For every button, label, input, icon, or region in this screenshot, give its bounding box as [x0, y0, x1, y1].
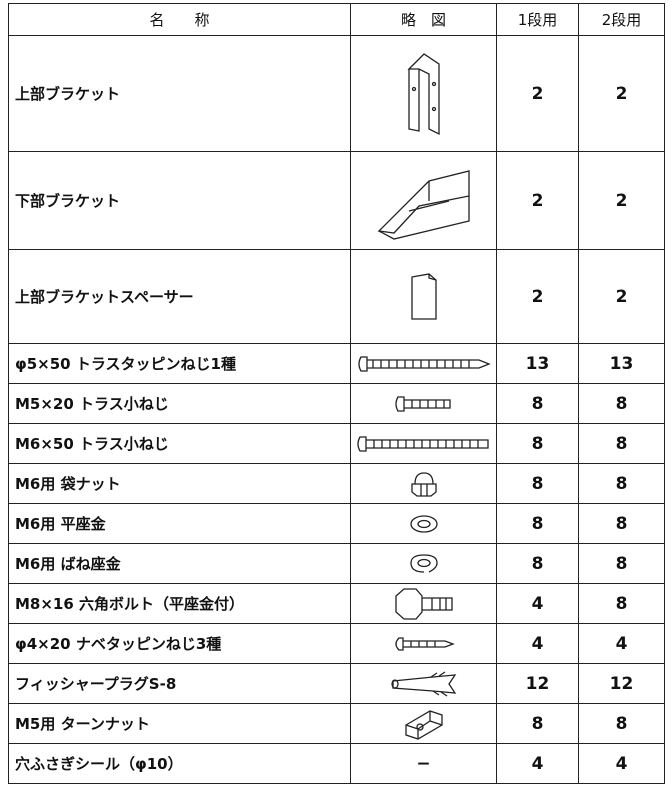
table-row: 穴ふさぎシール（φ10） −4 4	[8, 743, 665, 784]
table-row: φ5×50 トラスタッピンねじ1種 13 13	[8, 343, 665, 384]
table-row: M6×50 トラス小ねじ 8 8	[8, 423, 665, 464]
quantity: 8	[578, 503, 665, 544]
header-cell: 1段用	[496, 3, 579, 36]
quantity: 4	[578, 623, 665, 664]
table-row: φ4×20 ナベタッピンねじ3種 4 4	[8, 623, 665, 664]
quantity: 2	[578, 249, 665, 344]
part-icon	[410, 272, 437, 320]
header-cell: 名 称	[8, 3, 351, 36]
quantity: 4	[578, 743, 665, 784]
table-row: 上部ブラケット 2 2	[8, 35, 665, 152]
part-name: M8×16 六角ボルト（平座金付）	[8, 583, 351, 624]
part-name: M6×50 トラス小ねじ	[8, 423, 351, 464]
part-name: M6用 袋ナット	[8, 463, 351, 504]
part-figure: −	[350, 743, 497, 784]
part-name: 上部ブラケット	[8, 35, 351, 152]
part-name: M5用 ターンナット	[8, 703, 351, 744]
part-icon	[409, 514, 438, 533]
table-row: M5×20 トラス小ねじ 8 8	[8, 383, 665, 424]
quantity: 8	[496, 543, 579, 584]
part-figure	[350, 35, 497, 152]
part-name: 穴ふさぎシール（φ10）	[8, 743, 351, 784]
quantity: 2	[496, 249, 579, 344]
quantity: 4	[496, 583, 579, 624]
quantity: 8	[496, 383, 579, 424]
quantity: 2	[578, 151, 665, 250]
part-figure	[350, 383, 497, 424]
part-figure	[350, 151, 497, 250]
part-icon	[357, 355, 491, 372]
table-row: M8×16 六角ボルト（平座金付） 4 8	[8, 583, 665, 624]
part-icon	[404, 709, 443, 740]
part-icon	[377, 169, 470, 240]
quantity: 8	[578, 463, 665, 504]
quantity: 12	[496, 663, 579, 704]
part-name: フィッシャープラグS-8	[8, 663, 351, 704]
part-icon	[409, 553, 438, 573]
quantity: 4	[496, 743, 579, 784]
quantity: 8	[578, 703, 665, 744]
part-figure	[350, 703, 497, 744]
table-body: 上部ブラケット 2 2 下部ブラケット 2 2 上部ブラケットスペーサー 2 2 φ5×50 トラ…	[8, 35, 665, 784]
part-figure	[350, 503, 497, 544]
part-icon	[410, 471, 437, 497]
table-row: 上部ブラケットスペーサー 2 2	[8, 249, 665, 344]
quantity: 4	[496, 623, 579, 664]
part-figure	[350, 543, 497, 584]
part-figure	[350, 623, 497, 664]
table-row: M6用 袋ナット 8 8	[8, 463, 665, 504]
quantity: 8	[496, 703, 579, 744]
header-row: 名 称略 図 1段用 2段用	[8, 3, 665, 36]
header-cell: 2段用	[578, 3, 665, 36]
quantity: 2	[496, 151, 579, 250]
part-name: M6用 ばね座金	[8, 543, 351, 584]
quantity: 13	[578, 343, 665, 384]
part-name: M5×20 トラス小ねじ	[8, 383, 351, 424]
quantity: 8	[496, 423, 579, 464]
part-icon	[390, 670, 456, 697]
quantity: 2	[496, 35, 579, 152]
quantity: 8	[578, 383, 665, 424]
quantity: 12	[578, 663, 665, 704]
table-row: フィッシャープラグS-8 12 12	[8, 663, 665, 704]
quantity: 8	[578, 543, 665, 584]
header-cell: 略 図	[350, 3, 497, 36]
part-figure	[350, 663, 497, 704]
part-name: 上部ブラケットスペーサー	[8, 249, 351, 344]
part-icon	[394, 636, 455, 651]
quantity: 13	[496, 343, 579, 384]
quantity: 8	[578, 583, 665, 624]
part-figure	[350, 463, 497, 504]
table-row: M5用 ターンナット 8 8	[8, 703, 665, 744]
part-name: M6用 平座金	[8, 503, 351, 544]
quantity: 2	[578, 35, 665, 152]
part-figure	[350, 583, 497, 624]
part-name: φ4×20 ナベタッピンねじ3種	[8, 623, 351, 664]
part-figure	[350, 343, 497, 384]
table-row: 下部ブラケット 2 2	[8, 151, 665, 250]
part-icon	[394, 587, 453, 620]
parts-table: 名 称略 図 1段用 2段用 上部ブラケット 2 2 下部ブラケット 2 2 上部ブラケットスペ…	[8, 3, 665, 784]
part-icon	[406, 52, 440, 135]
table-row: M6用 ばね座金 8 8	[8, 543, 665, 584]
quantity: 8	[578, 423, 665, 464]
part-name: φ5×50 トラスタッピンねじ1種	[8, 343, 351, 384]
part-figure	[350, 249, 497, 344]
table-row: M6用 平座金 8 8	[8, 503, 665, 544]
part-icon	[356, 435, 489, 452]
part-figure	[350, 423, 497, 464]
part-icon	[394, 395, 451, 412]
part-name: 下部ブラケット	[8, 151, 351, 250]
quantity: 8	[496, 503, 579, 544]
quantity: 8	[496, 463, 579, 504]
